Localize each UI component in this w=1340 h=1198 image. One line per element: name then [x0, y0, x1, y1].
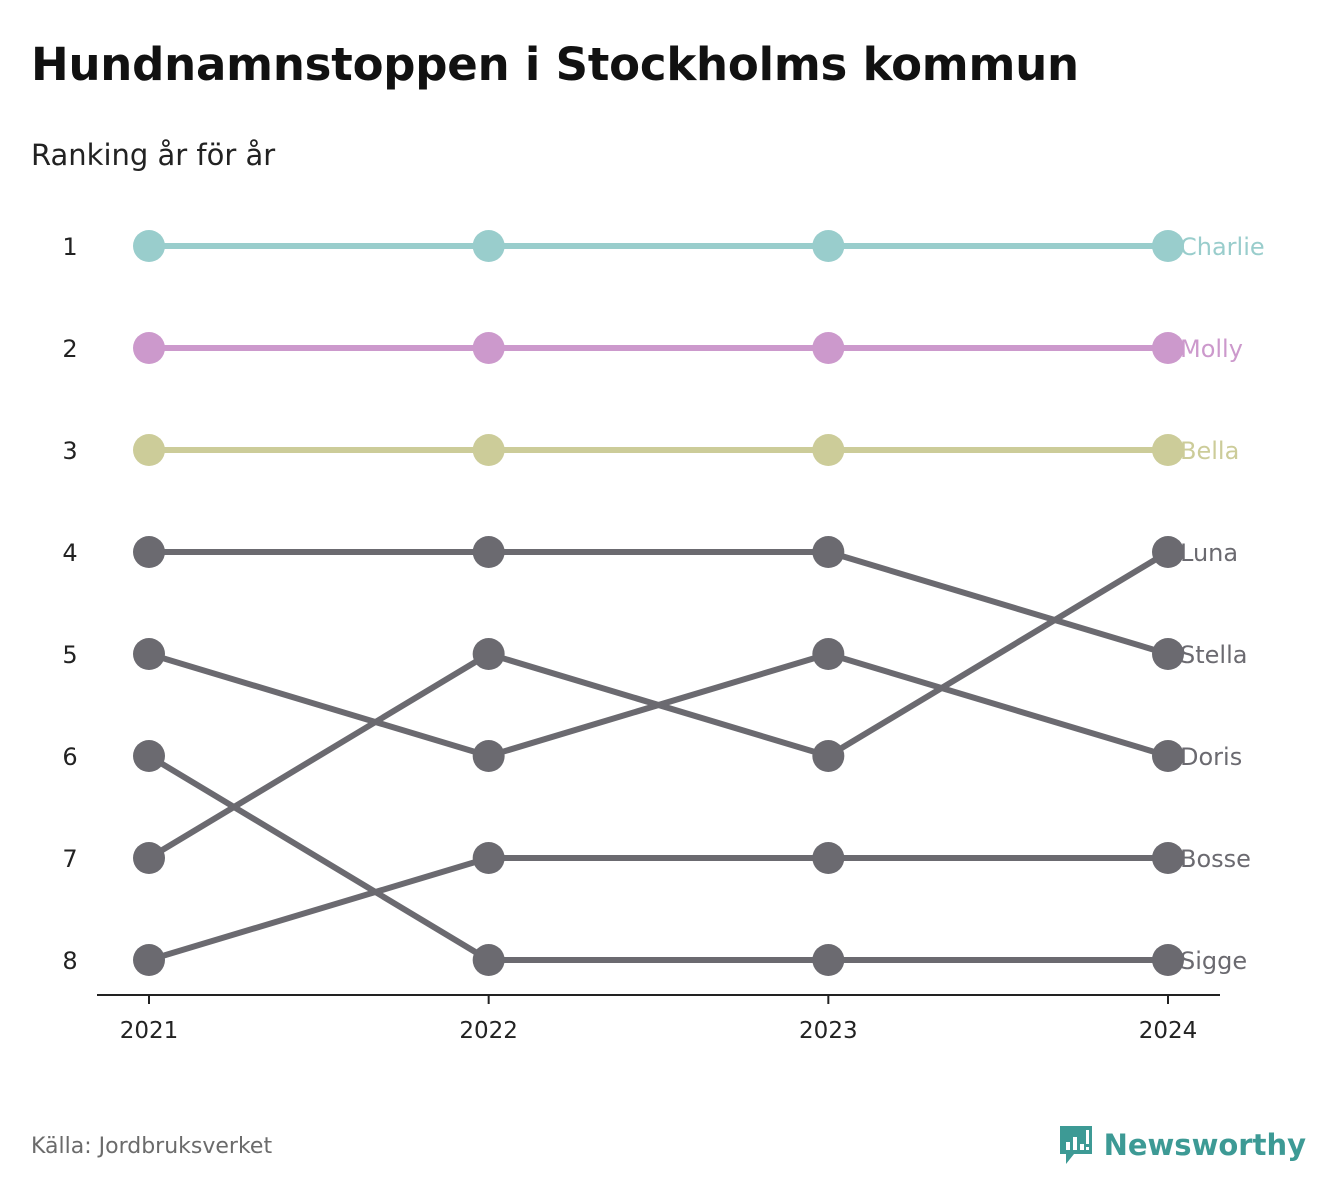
data-point-stella	[472, 536, 505, 568]
newsworthy-logo-icon	[1059, 1126, 1092, 1164]
series-label-stella: Stella	[1180, 641, 1247, 669]
y-tick-label: 7	[62, 845, 77, 873]
data-point-stella	[133, 536, 165, 568]
data-point-stella	[812, 536, 845, 568]
data-point-charlie	[133, 230, 165, 262]
chart-subtitle: Ranking år för år	[31, 138, 276, 172]
data-point-molly	[812, 332, 845, 364]
data-point-bella	[472, 434, 505, 466]
data-point-sigge	[133, 740, 165, 772]
data-point-bella	[1152, 434, 1184, 466]
chart-title: Hundnamnstoppen i Stockholms kommun	[31, 38, 1079, 91]
brand-name: Newsworthy	[1103, 1128, 1306, 1162]
series-label-molly: Molly	[1180, 335, 1243, 363]
series-line-sigge	[146, 753, 1171, 963]
y-tick-label: 5	[62, 641, 77, 669]
data-point-sigge	[1152, 944, 1184, 976]
series-label-bosse: Bosse	[1180, 845, 1251, 873]
series-label-bella: Bella	[1180, 437, 1239, 465]
data-point-sigge	[472, 944, 505, 976]
series-label-sigge: Sigge	[1180, 947, 1247, 975]
data-point-bella	[812, 434, 845, 466]
y-tick-label: 8	[62, 947, 77, 975]
series-label-doris: Doris	[1180, 743, 1242, 771]
data-point-doris	[133, 638, 165, 670]
data-point-doris	[812, 638, 845, 670]
data-point-sigge	[812, 944, 845, 976]
x-tick-label: 2021	[120, 1018, 179, 1044]
x-tick-label: 2023	[799, 1018, 858, 1044]
data-point-doris	[472, 740, 505, 772]
x-tick-label: 2024	[1139, 1018, 1198, 1044]
data-point-charlie	[812, 230, 845, 262]
data-point-luna	[812, 740, 845, 772]
series-label-charlie: Charlie	[1180, 233, 1265, 261]
y-tick-label: 2	[62, 335, 77, 363]
data-point-stella	[1152, 638, 1184, 670]
data-point-charlie	[472, 230, 505, 262]
data-point-molly	[1152, 332, 1184, 364]
x-tick-label: 2022	[459, 1018, 518, 1044]
data-point-luna	[133, 842, 165, 874]
data-point-bella	[133, 434, 165, 466]
data-point-luna	[1152, 536, 1184, 568]
data-point-bosse	[1152, 842, 1184, 874]
data-point-bosse	[472, 842, 505, 874]
series-line-stella	[146, 549, 1171, 657]
data-point-molly	[133, 332, 165, 364]
data-point-bosse	[133, 944, 165, 976]
brand-logo: Newsworthy	[1058, 1124, 1306, 1166]
data-point-doris	[1152, 740, 1184, 772]
series-label-luna: Luna	[1180, 539, 1238, 567]
y-tick-label: 1	[62, 233, 77, 261]
series-line-doris	[146, 651, 1171, 759]
y-tick-label: 4	[62, 539, 77, 567]
source-note: Källa: Jordbruksverket	[31, 1134, 273, 1159]
series-line-bosse	[146, 855, 1171, 963]
data-point-bosse	[812, 842, 845, 874]
y-tick-label: 6	[62, 743, 77, 771]
y-tick-label: 3	[62, 437, 77, 465]
data-point-luna	[472, 638, 505, 670]
data-point-molly	[472, 332, 505, 364]
data-point-charlie	[1152, 230, 1184, 262]
